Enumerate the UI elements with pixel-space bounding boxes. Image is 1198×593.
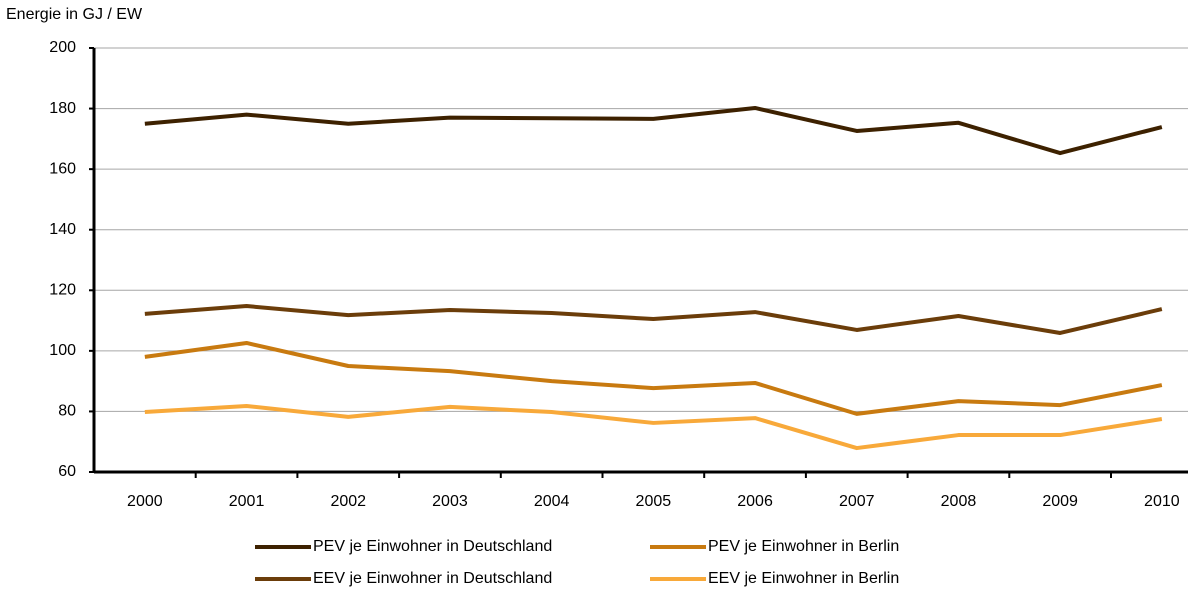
y-tick-label: 80 bbox=[58, 403, 76, 420]
series-line bbox=[144, 105, 1163, 156]
x-tick-label: 2010 bbox=[1144, 493, 1180, 510]
y-tick-label: 120 bbox=[49, 282, 76, 299]
x-tick-label: 2006 bbox=[737, 493, 773, 510]
x-tick-label: 2001 bbox=[229, 493, 265, 510]
y-axis-title: Energie in GJ / EW bbox=[6, 6, 143, 23]
x-tick-label: 2008 bbox=[941, 493, 977, 510]
x-tick-label: 2000 bbox=[127, 493, 163, 510]
y-tick-label: 180 bbox=[49, 100, 76, 117]
y-tick-label: 100 bbox=[49, 342, 76, 359]
y-tick-label: 200 bbox=[49, 39, 76, 56]
x-tick-label: 2003 bbox=[432, 493, 468, 510]
x-tick-label: 2002 bbox=[330, 493, 366, 510]
x-tick-label: 2007 bbox=[839, 493, 875, 510]
series-line bbox=[144, 304, 1163, 335]
legend-label: EEV je Einwohner in Deutschland bbox=[313, 570, 552, 587]
series-line bbox=[144, 403, 1163, 451]
series-line bbox=[144, 340, 1163, 416]
y-tick-label: 60 bbox=[58, 463, 76, 480]
y-tick-label: 160 bbox=[49, 160, 76, 177]
x-tick-label: 2009 bbox=[1042, 493, 1078, 510]
y-tick-label: 140 bbox=[49, 221, 76, 238]
legend-label: PEV je Einwohner in Deutschland bbox=[313, 538, 552, 555]
x-tick-label: 2004 bbox=[534, 493, 570, 510]
legend-label: PEV je Einwohner in Berlin bbox=[708, 538, 899, 555]
x-tick-label: 2005 bbox=[636, 493, 672, 510]
legend-label: EEV je Einwohner in Berlin bbox=[708, 570, 899, 587]
